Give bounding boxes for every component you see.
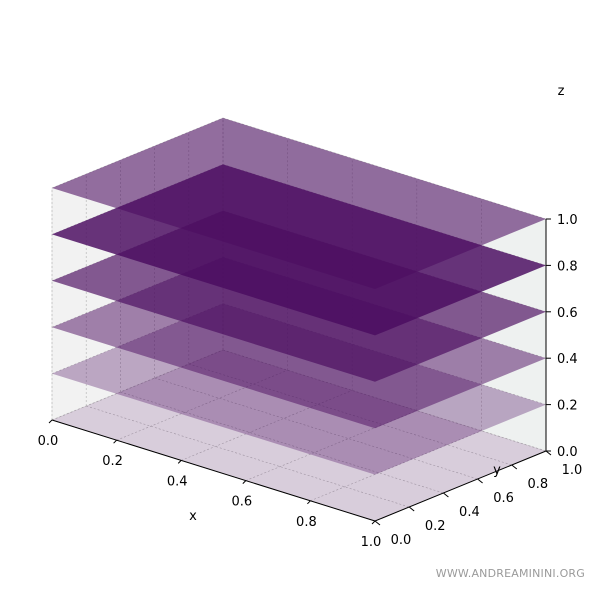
x-tick-label: 0.4 bbox=[167, 474, 188, 489]
y-tick-label: 0.6 bbox=[493, 491, 514, 506]
grid-line bbox=[310, 430, 482, 502]
x-tick bbox=[48, 419, 53, 424]
y-tick-label: 0.0 bbox=[391, 533, 412, 548]
watermark: WWW.ANDREAMININI.ORG bbox=[435, 567, 585, 580]
y-tick-label: 1.0 bbox=[562, 463, 583, 478]
x-tick-label: 0.0 bbox=[38, 434, 59, 449]
x-tick bbox=[113, 439, 117, 444]
grid-line bbox=[120, 391, 444, 494]
x-axis-label: x bbox=[189, 509, 197, 524]
x-tick bbox=[177, 460, 182, 464]
z-axis-label: z bbox=[558, 84, 565, 99]
plane-z-1.0 bbox=[52, 118, 546, 289]
y-tick bbox=[374, 520, 381, 526]
y-tick bbox=[477, 478, 483, 484]
x-tick bbox=[307, 500, 311, 505]
y-tick-label: 0.2 bbox=[425, 519, 446, 534]
y-tick bbox=[545, 450, 552, 456]
y-tick bbox=[408, 506, 415, 512]
z-tick-label: 0.4 bbox=[557, 352, 578, 367]
x-tick-label: 0.6 bbox=[231, 495, 252, 510]
y-axis-line bbox=[374, 450, 547, 522]
z-tick-label: 1.0 bbox=[557, 213, 578, 228]
y-tick-label: 0.4 bbox=[459, 505, 480, 520]
z-tick-label: 0.0 bbox=[557, 445, 578, 460]
y-tick-label: 0.8 bbox=[527, 477, 548, 492]
z-tick-label: 0.8 bbox=[557, 259, 578, 274]
x-tick bbox=[371, 520, 376, 525]
x-tick-label: 0.2 bbox=[102, 454, 123, 469]
grid-line bbox=[86, 405, 410, 508]
y-axis-label: y bbox=[493, 463, 501, 478]
y-tick bbox=[443, 492, 449, 498]
x-tick-label: 0.8 bbox=[296, 515, 317, 530]
z-tick-label: 0.2 bbox=[557, 399, 578, 414]
x-tick-label: 1.0 bbox=[361, 535, 382, 550]
y-tick bbox=[511, 464, 518, 470]
grid-line bbox=[154, 377, 478, 480]
plane-z-0.0 bbox=[52, 350, 546, 521]
x-tick bbox=[242, 480, 247, 484]
z-tick-label: 0.6 bbox=[557, 306, 578, 321]
x-axis-line bbox=[51, 419, 376, 522]
